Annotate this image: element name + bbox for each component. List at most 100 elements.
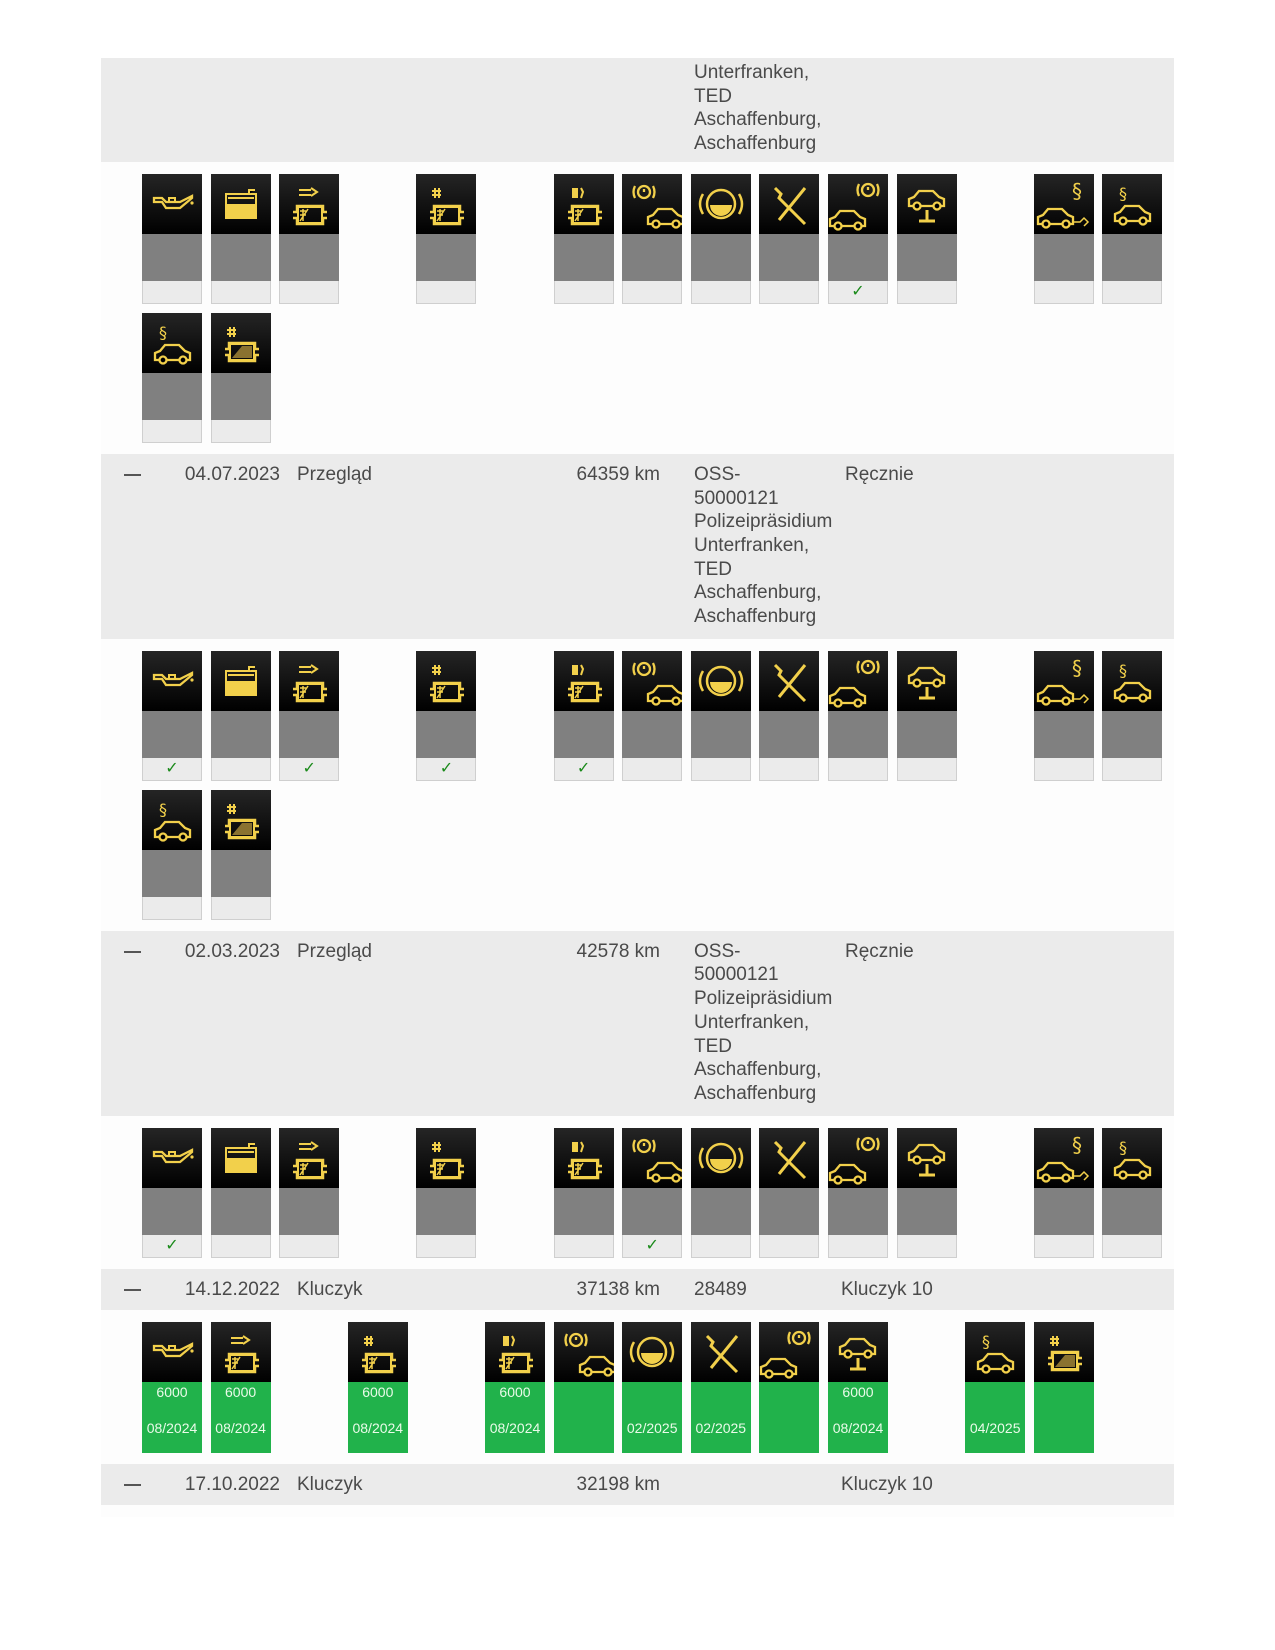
tile-status-bar [210,710,271,758]
tile-status-bar [896,1187,957,1235]
entry-header[interactable]: 17.10.2022 Kluczyk 32198 km Kluczyk 10 [101,1463,1174,1505]
car-lift-icon [896,650,957,711]
address-line: Polizeipräsidium [694,511,833,533]
service-tile: § 04/2025 [965,1321,1026,1453]
car-lift-icon [828,1321,888,1382]
check-icon: ✓ [828,280,888,304]
collapse-button[interactable] [124,473,141,476]
entry-date: 02.03.2023 [184,940,280,962]
entry-header[interactable]: 04.07.2023 Przegląd 64359 km Ręcznie OSS- 500… [101,453,1174,639]
collapse-button[interactable] [124,1288,141,1291]
tile-due-date: 08/2024 [832,1419,884,1436]
tools-icon [759,1127,820,1188]
check-cell [1033,280,1094,304]
tile-due-info [759,1381,820,1453]
tile-due-info: 04/2025 [965,1381,1026,1453]
tile-status-bar [416,233,477,281]
tile-due-info [1033,1381,1094,1453]
entry-address: Unterfranken, TED Aschaffenburg, Aschaffenb… [694,61,894,156]
brake-pad-icon [622,1321,683,1382]
brake-pad-icon [690,650,751,711]
tile-due-date: 08/2024 [352,1419,404,1436]
tile-status-bar [896,233,957,281]
check-cell [622,757,683,781]
svg-text:§: § [982,1332,990,1351]
service-tile [210,650,271,781]
tile-value: 6000 [842,1383,874,1400]
entry-mileage: 37138 km [576,1278,660,1300]
check-cell [210,1234,271,1258]
entry-source: Kluczyk 10 [841,1278,933,1300]
service-tile: 6000 08/2024 [828,1321,888,1453]
svg-text:§: § [1119,184,1127,203]
check-cell [828,1234,888,1258]
service-tile [622,173,683,304]
check-cell [1102,757,1163,781]
tile-status-bar [210,372,271,420]
check-cell [142,280,202,304]
car-emissions-inspection-icon: § [1033,650,1094,711]
inspection-tiles: ✓ ✓ § § [101,1115,1174,1269]
tile-status-bar [142,710,202,758]
check-cell [1033,1234,1094,1258]
check-cell [279,280,340,304]
tile-status-bar [416,1187,477,1235]
car-brake-icon [759,1321,820,1382]
address-line: Aschaffenburg, [694,582,822,604]
entry-date: 14.12.2022 [184,1278,280,1300]
particle-filter-battery-icon [210,312,271,373]
tile-status-bar [1102,233,1163,281]
tile-due-date: 04/2025 [969,1419,1021,1436]
check-icon: ✓ [142,1234,202,1258]
tile-status-bar [210,233,271,281]
tile-status-bar [416,710,477,758]
tile-due-info: 6000 08/2024 [210,1381,271,1453]
collapse-button[interactable] [124,1483,141,1486]
address-line: 50000121 [694,487,779,509]
check-cell [1102,1234,1163,1258]
check-cell [896,757,957,781]
brake-car-icon [622,173,683,234]
svg-text:§: § [1119,1138,1127,1157]
entry-header[interactable]: 02.03.2023 Przegląd 42578 km Ręcznie OSS- 500… [101,930,1174,1116]
check-cell [690,1234,751,1258]
check-cell [210,419,271,443]
tile-due-info: 6000 08/2024 [485,1381,545,1453]
tile-status-bar [142,1187,202,1235]
check-icon: ✓ [553,757,614,781]
particle-filter-fuel-icon [553,173,614,234]
tile-due-info: 6000 08/2024 [347,1381,408,1453]
entry-header[interactable]: 14.12.2022 Kluczyk 37138 km 28489 Kluczyk 10 [101,1268,1174,1310]
collapse-button[interactable] [124,950,141,953]
service-tile [279,173,340,304]
service-tile: § [1102,173,1163,304]
check-cell [690,280,751,304]
check-cell [622,280,683,304]
service-tile [896,1127,957,1258]
check-cell [759,757,820,781]
service-tile [142,173,202,304]
service-tile [416,1127,477,1258]
address-line: OSS- [694,940,741,962]
brake-car-icon [553,1321,614,1382]
car-inspection-icon: § [142,312,202,373]
service-tile: § [1033,650,1094,781]
tile-due-date: 08/2024 [215,1419,266,1436]
check-cell [416,1234,477,1258]
address-line: OSS- [694,463,741,485]
entry-source: Ręcznie [845,463,914,485]
service-tile: 6000 08/2024 [485,1321,545,1453]
address-line: Unterfranken, [694,1011,810,1033]
service-tile [759,173,820,304]
car-emissions-inspection-icon: § [1033,1127,1094,1188]
entry-type: Kluczyk [297,1278,363,1300]
address-line: TED [694,85,732,107]
address-line: TED [694,1035,732,1057]
tile-status-bar [210,849,271,897]
service-tile [828,650,888,781]
service-tile: ✓ [142,650,202,781]
oil-can-icon [142,650,202,711]
check-cell [553,1234,614,1258]
tile-status-bar [1033,233,1094,281]
tile-status-bar [1033,1187,1094,1235]
